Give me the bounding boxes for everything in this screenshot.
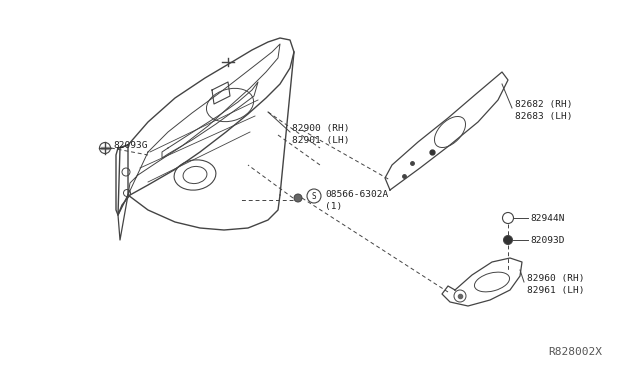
Circle shape (502, 212, 513, 224)
Text: 08566-6302A: 08566-6302A (325, 189, 388, 199)
Text: 82683 (LH): 82683 (LH) (515, 112, 573, 121)
Text: 82961 (LH): 82961 (LH) (527, 285, 584, 295)
Text: 82093G: 82093G (113, 141, 147, 150)
Text: 82682 (RH): 82682 (RH) (515, 99, 573, 109)
Circle shape (294, 194, 302, 202)
Text: R828002X: R828002X (548, 347, 602, 357)
Text: (1): (1) (325, 202, 342, 211)
Text: 82900 (RH): 82900 (RH) (292, 124, 349, 132)
Circle shape (504, 235, 513, 244)
Text: S: S (312, 192, 316, 201)
Text: 82901 (LH): 82901 (LH) (292, 135, 349, 144)
Text: 82960 (RH): 82960 (RH) (527, 273, 584, 282)
Text: 82944N: 82944N (530, 214, 564, 222)
Text: 82093D: 82093D (530, 235, 564, 244)
